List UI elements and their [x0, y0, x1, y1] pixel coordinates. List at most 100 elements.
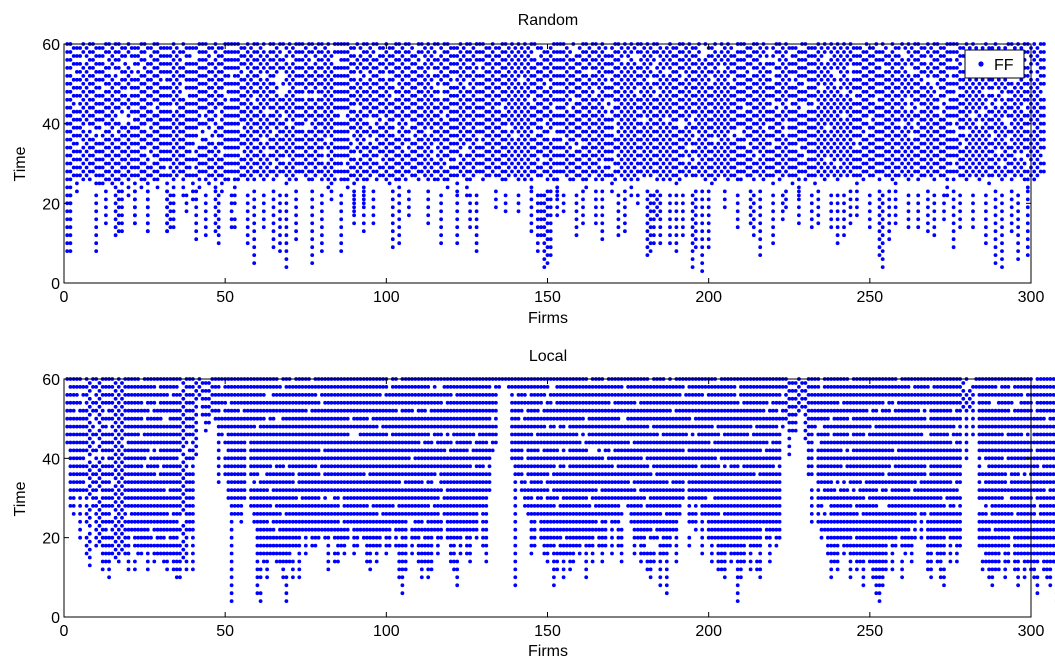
- random-point: [232, 81, 237, 86]
- random-point: [832, 157, 837, 162]
- random-point: [68, 66, 73, 70]
- random-point: [384, 97, 389, 102]
- random-point: [603, 77, 608, 82]
- random-point: [526, 165, 531, 170]
- random-point: [226, 129, 231, 134]
- random-point: [716, 141, 721, 146]
- random-point: [236, 105, 241, 110]
- random-point: [68, 137, 73, 142]
- random-point: [155, 153, 160, 158]
- random-point: [461, 141, 466, 146]
- random-point: [610, 85, 614, 90]
- random-point: [703, 121, 708, 126]
- random-point: [855, 125, 859, 130]
- random-point: [181, 145, 186, 150]
- random-point: [332, 113, 337, 118]
- random-point: [71, 117, 76, 122]
- random-point: [539, 70, 543, 74]
- random-point: [729, 117, 734, 122]
- random-point: [967, 165, 972, 170]
- random-point: [194, 173, 199, 178]
- random-point: [816, 137, 821, 142]
- random-point: [600, 121, 605, 126]
- random-point: [626, 117, 630, 122]
- random-point: [751, 177, 756, 182]
- random-point: [561, 145, 566, 150]
- random-point: [326, 185, 331, 190]
- random-point: [510, 169, 514, 174]
- random-point: [149, 141, 153, 146]
- random-point: [258, 85, 263, 90]
- random-point: [855, 77, 859, 82]
- random-point: [203, 97, 208, 102]
- random-point: [642, 77, 647, 82]
- random-point: [104, 89, 108, 94]
- random-point: [471, 77, 476, 82]
- random-point: [232, 169, 237, 174]
- random-point: [832, 149, 837, 154]
- random-point: [194, 109, 199, 114]
- random-point: [916, 97, 921, 102]
- random-point: [439, 54, 443, 58]
- random-point: [368, 109, 373, 114]
- random-point: [481, 105, 485, 110]
- random-point: [835, 89, 840, 94]
- random-point: [329, 197, 334, 202]
- random-point: [339, 137, 344, 142]
- random-point: [503, 161, 508, 166]
- random-point: [764, 54, 769, 58]
- random-point: [693, 70, 698, 74]
- random-point: [187, 54, 192, 58]
- random-point: [171, 137, 176, 142]
- random-point: [274, 93, 279, 98]
- random-point: [207, 70, 211, 74]
- random-point: [232, 129, 237, 134]
- random-point: [871, 173, 875, 178]
- random-point: [191, 85, 195, 90]
- random-point: [336, 50, 340, 54]
- random-point: [200, 137, 205, 142]
- random-point: [442, 121, 447, 126]
- random-point: [845, 157, 850, 162]
- random-point: [577, 125, 582, 130]
- random-point: [120, 157, 124, 162]
- random-point: [452, 149, 456, 154]
- random-point: [378, 109, 382, 114]
- random-point: [200, 121, 205, 126]
- random-point: [929, 173, 933, 178]
- random-point: [432, 137, 437, 142]
- random-point: [642, 141, 647, 146]
- random-point: [668, 177, 672, 182]
- random-point: [268, 169, 273, 174]
- random-point: [465, 113, 469, 118]
- random-point: [845, 85, 850, 90]
- random-point: [684, 77, 688, 82]
- random-point: [726, 74, 730, 78]
- random-point: [690, 157, 695, 162]
- random-point: [942, 125, 946, 130]
- random-point: [642, 109, 647, 114]
- random-point: [397, 66, 402, 70]
- random-point: [323, 117, 327, 122]
- random-point: [94, 85, 99, 90]
- random-point: [639, 74, 643, 78]
- random-point: [381, 125, 385, 130]
- random-point: [452, 54, 456, 58]
- random-point: [500, 137, 505, 142]
- random-point: [793, 149, 798, 154]
- random-point: [658, 85, 663, 90]
- random-point: [816, 169, 821, 174]
- random-point: [780, 46, 785, 50]
- random-point: [584, 58, 589, 62]
- random-point: [922, 141, 927, 146]
- random-point: [755, 137, 759, 142]
- random-point: [503, 169, 508, 174]
- random-point: [203, 161, 208, 166]
- random-point: [345, 89, 350, 94]
- random-point: [648, 157, 653, 162]
- random-point: [268, 113, 273, 118]
- random-point: [664, 62, 669, 66]
- random-point: [974, 46, 979, 50]
- random-point: [374, 145, 379, 150]
- random-point: [977, 137, 982, 142]
